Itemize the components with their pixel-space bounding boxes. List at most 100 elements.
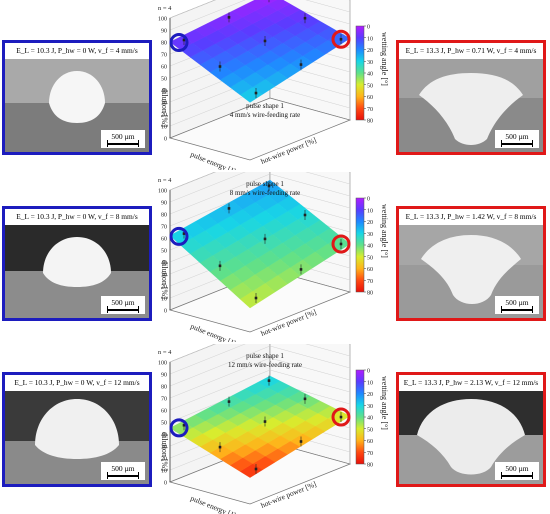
colorbar: [355, 369, 365, 465]
data-point: [227, 400, 231, 403]
z-tick-label: 50: [161, 421, 167, 427]
micrograph-caption: E_L = 13.3 J, P_hw = 2.13 W, v_f = 12 mm…: [399, 375, 543, 391]
z-tick-label: 20: [161, 113, 167, 119]
blue-highlight-circle: [169, 33, 189, 53]
blue-highlight-circle: [169, 418, 189, 438]
data-point: [227, 207, 231, 210]
sample-count-label: n = 4: [158, 349, 172, 356]
data-point: [303, 16, 307, 20]
chart-annotation: pulse shape 1: [246, 102, 284, 110]
colorbar-tick-label: 60: [367, 267, 373, 273]
data-point: [254, 296, 258, 300]
data-point: [267, 379, 271, 382]
colorbar-tick-label: 30: [367, 232, 373, 238]
colorbar-tick-label: 30: [367, 60, 373, 66]
colorbar-tick-label: 50: [367, 427, 373, 433]
z-tick-label: 30: [161, 445, 167, 451]
data-point: [339, 242, 343, 246]
micrograph-high-energy-12mm: E_L = 13.3 J, P_hw = 2.13 W, v_f = 12 mm…: [396, 372, 546, 487]
data-point: [182, 38, 186, 42]
z-tick-label: 70: [161, 53, 167, 59]
z-tick-label: 50: [161, 77, 167, 83]
grid-line: [305, 172, 351, 185]
grid-line: [269, 357, 351, 381]
grid-line: [305, 344, 351, 357]
data-point: [263, 420, 267, 423]
z-tick-label: 100: [158, 17, 167, 23]
z-tick-label: 100: [158, 189, 167, 195]
micrograph-low-energy-8mm: E_L = 10.3 J, P_hw = 0 W, v_f = 8 mm/s 5…: [2, 206, 152, 321]
data-point: [263, 39, 267, 43]
data-point: [254, 91, 258, 95]
red-highlight-circle: [331, 234, 351, 254]
surface-mesh: [169, 375, 351, 478]
grid-line: [269, 345, 351, 369]
micrograph-high-energy-8mm: E_L = 13.3 J, P_hw = 1.42 W, v_f = 8 mm/…: [396, 206, 546, 321]
colorbar-tick-label: 80: [367, 119, 373, 125]
data-point: [218, 264, 222, 268]
weld-cross-section-image: [5, 57, 149, 152]
grid-line: [169, 0, 246, 31]
z-tick-label: 20: [161, 285, 167, 291]
z-tick-label: 40: [161, 89, 167, 95]
scale-bar: 500 µm: [495, 296, 539, 314]
scale-bar: 500 µm: [495, 130, 539, 148]
data-point: [218, 65, 222, 68]
data-point: [182, 232, 186, 235]
colorbar-tick-label: 60: [367, 439, 373, 445]
z-tick-label: 60: [161, 409, 167, 415]
z-tick-label: 30: [161, 101, 167, 107]
grid-line: [169, 344, 216, 363]
z-tick-label: 60: [161, 237, 167, 243]
data-point: [303, 213, 307, 217]
grid-line: [169, 172, 216, 191]
colorbar-tick-label: 20: [367, 392, 373, 398]
colorbar-tick-label: 80: [367, 291, 373, 297]
grid-line: [169, 357, 271, 399]
scale-bar: 500 µm: [101, 462, 145, 480]
surface-mesh: [169, 0, 351, 103]
colorbar-tick-label: 70: [367, 279, 373, 285]
grid-line: [169, 172, 246, 203]
z-axis-label: dilution [%]: [160, 260, 169, 299]
micrograph-low-energy-12mm: E_L = 10.3 J, P_hw = 0 W, v_f = 12 mm/s …: [2, 372, 152, 487]
surface-mesh: [169, 179, 351, 309]
z-tick-label: 90: [161, 29, 167, 35]
z-tick-label: 0: [164, 137, 167, 143]
colorbar-tick-label: 20: [367, 48, 373, 54]
data-point: [339, 415, 343, 419]
z-tick-label: 40: [161, 261, 167, 267]
colorbar-tick-label: 0: [367, 197, 370, 203]
grid-line: [169, 0, 216, 19]
z-tick-label: 70: [161, 397, 167, 403]
z-tick-label: 20: [161, 457, 167, 463]
chart-annotation: pulse shape 1: [246, 180, 284, 188]
micrograph-caption: E_L = 13.3 J, P_hw = 0.71 W, v_f = 4 mm/…: [399, 43, 543, 59]
weld-cross-section-image: [399, 389, 543, 484]
z-tick-label: 10: [161, 125, 167, 131]
scale-bar-label: 500 µm: [111, 464, 135, 473]
z-tick-label: 80: [161, 41, 167, 47]
colorbar-tick-label: 50: [367, 255, 373, 261]
colorbar-tick-label: 70: [367, 451, 373, 457]
z-tick-label: 90: [161, 373, 167, 379]
colorbar: [355, 197, 365, 293]
colorbar-tick-label: 10: [367, 36, 373, 42]
micrograph-caption: E_L = 10.3 J, P_hw = 0 W, v_f = 12 mm/s: [5, 375, 149, 391]
grid-line: [169, 173, 271, 215]
micrograph-high-energy-4mm: E_L = 13.3 J, P_hw = 0.71 W, v_f = 4 mm/…: [396, 40, 546, 155]
z-axis-label: dilution [%]: [160, 432, 169, 471]
grid-line: [169, 344, 246, 375]
z-tick-label: 60: [161, 65, 167, 71]
colorbar-tick-label: 0: [367, 369, 370, 375]
scale-bar-label: 500 µm: [111, 298, 135, 307]
chart-annotation: 12 mm/s wire-feeding rate: [228, 361, 302, 369]
grid-line: [269, 85, 351, 109]
chart-annotation: pulse shape 1: [246, 352, 284, 360]
z-tick-label: 30: [161, 273, 167, 279]
scale-bar-label: 500 µm: [505, 464, 529, 473]
colorbar-tick-label: 40: [367, 416, 373, 422]
